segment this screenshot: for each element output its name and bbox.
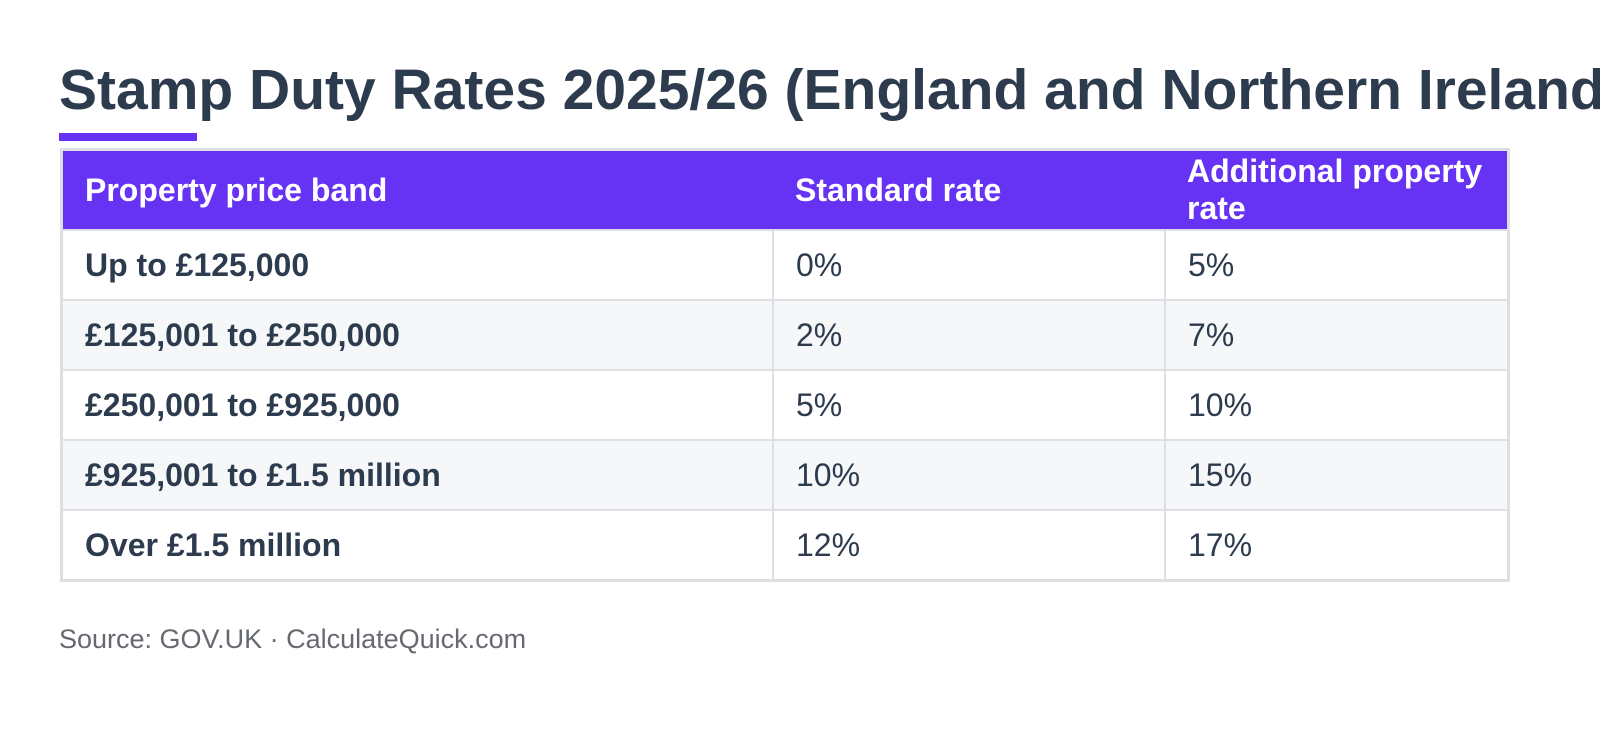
price-band: £250,001 to £925,000: [60, 369, 774, 441]
price-band: Over £1.5 million: [60, 509, 774, 582]
price-band: £925,001 to £1.5 million: [60, 439, 774, 511]
table-body: Up to £125,000 0% 5% £125,001 to £250,000 2%…: [60, 229, 1510, 582]
source-note: Source: GOV.UK · CalculateQuick.com: [59, 624, 527, 654]
price-band: Up to £125,000: [60, 229, 774, 301]
price-band: £125,001 to £250,000: [60, 299, 774, 371]
title-accent: [59, 133, 197, 141]
table-row: £925,001 to £1.5 million 10% 15%: [60, 439, 1510, 511]
table-row: Up to £125,000 0% 5%: [60, 229, 1510, 301]
rate-cell: 12%: [772, 509, 1166, 582]
header-row: Property price band Standard rate Addition…: [61, 149, 1509, 230]
rate-cell: 5%: [1164, 229, 1510, 301]
rate-cell: 15%: [1164, 439, 1510, 511]
rate-cell: 2%: [772, 299, 1166, 371]
table-head: Property price band Standard rate Addition…: [61, 149, 1509, 230]
rate-cell: 10%: [772, 439, 1166, 511]
column-header: Standard rate: [773, 149, 1165, 230]
table-row: £250,001 to £925,000 5% 10%: [60, 369, 1510, 441]
rate-cell: 0%: [772, 229, 1166, 301]
title: Stamp Duty Rates 2025/26 (England and No…: [59, 58, 1600, 122]
table-row: Over £1.5 million 12% 17%: [60, 509, 1510, 582]
table-row: £125,001 to £250,000 2% 7%: [60, 299, 1510, 371]
rates-table: Property price band Standard rate Addition…: [60, 148, 1510, 582]
rate-cell: 10%: [1164, 369, 1510, 441]
column-header: Additional property rate: [1165, 149, 1509, 230]
rate-cell: 7%: [1164, 299, 1510, 371]
column-header: Property price band: [61, 149, 773, 230]
rate-cell: 17%: [1164, 509, 1510, 582]
rate-cell: 5%: [772, 369, 1166, 441]
